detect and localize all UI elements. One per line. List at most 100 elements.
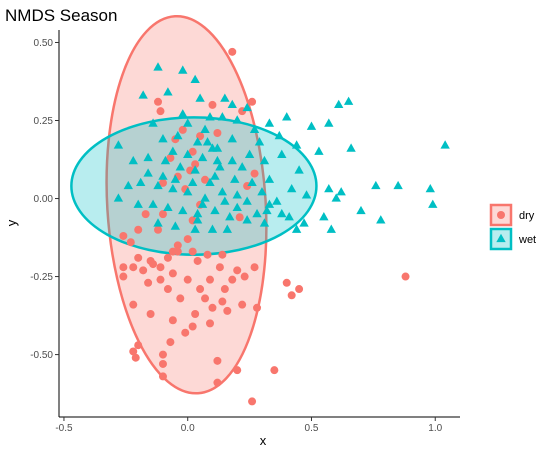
point-wet xyxy=(187,177,198,187)
point-wet xyxy=(294,165,304,174)
point-wet xyxy=(259,155,270,165)
point-wet xyxy=(113,193,124,202)
point-dry xyxy=(250,169,259,178)
point-wet xyxy=(123,180,133,190)
point-dry xyxy=(183,235,192,244)
point-wet xyxy=(264,174,275,183)
point-wet xyxy=(274,130,284,140)
point-wet xyxy=(247,177,257,187)
point-dry xyxy=(233,266,242,275)
point-wet xyxy=(284,212,294,221)
point-dry xyxy=(129,347,138,356)
point-wet xyxy=(215,162,225,171)
point-wet xyxy=(343,96,354,105)
point-dry xyxy=(205,275,214,284)
y-tick-label: 0.25 xyxy=(34,116,54,127)
point-wet xyxy=(183,118,193,127)
axes xyxy=(58,30,460,418)
ellipse-layer xyxy=(70,14,318,395)
point-wet xyxy=(376,215,386,224)
point-dry xyxy=(163,285,172,294)
point-wet xyxy=(306,121,317,130)
point-dry xyxy=(205,319,214,328)
point-wet xyxy=(277,208,287,218)
point-wet xyxy=(393,180,403,190)
point-wet xyxy=(227,99,237,109)
point-dry xyxy=(282,278,291,287)
point-dry xyxy=(220,285,229,294)
point-dry xyxy=(228,47,237,56)
point-wet xyxy=(314,146,324,155)
point-wet xyxy=(190,224,200,233)
point-dry xyxy=(188,147,197,156)
point-dry xyxy=(215,263,224,272)
point-wet xyxy=(158,171,168,180)
point-wet xyxy=(277,149,287,158)
point-wet xyxy=(207,224,218,233)
legend-marker-wet xyxy=(496,233,506,243)
point-wet xyxy=(192,215,203,224)
point-dry xyxy=(188,247,197,256)
y-axis-title: y xyxy=(4,219,19,226)
point-dry xyxy=(139,266,148,275)
point-dry xyxy=(218,297,227,306)
point-dry xyxy=(131,353,140,362)
point-dry xyxy=(158,178,167,187)
point-wet xyxy=(202,137,213,146)
point-wet xyxy=(136,177,146,187)
point-wet xyxy=(153,218,163,227)
point-dry xyxy=(240,272,249,281)
point-dry xyxy=(208,100,217,109)
point-dry xyxy=(144,278,153,287)
point-dry xyxy=(183,275,192,284)
point-dry xyxy=(201,294,210,303)
point-wet xyxy=(272,196,282,205)
legend: dry wet xyxy=(489,203,536,251)
point-dry xyxy=(176,294,185,303)
point-wet xyxy=(324,183,334,193)
point-dry xyxy=(233,366,242,375)
point-wet xyxy=(371,180,381,190)
point-wet xyxy=(168,183,178,193)
point-wet xyxy=(173,130,183,140)
point-wet xyxy=(190,74,200,84)
point-dry xyxy=(154,97,163,106)
point-wet xyxy=(163,202,173,212)
point-wet xyxy=(299,218,309,227)
point-wet xyxy=(286,183,297,193)
point-dry xyxy=(158,359,167,368)
chart-title: NMDS Season xyxy=(5,6,117,25)
point-wet xyxy=(192,208,203,218)
point-wet xyxy=(252,208,262,218)
point-dry xyxy=(166,338,175,347)
point-wet xyxy=(326,224,336,233)
point-wet xyxy=(237,162,247,171)
point-wet xyxy=(175,162,185,171)
point-wet xyxy=(242,102,252,112)
point-dry xyxy=(191,310,200,319)
point-dry xyxy=(156,275,165,284)
point-wet xyxy=(148,199,158,208)
point-wet xyxy=(205,112,215,121)
point-dry xyxy=(134,253,143,262)
point-dry xyxy=(168,269,177,278)
point-dry xyxy=(149,260,158,269)
point-wet xyxy=(291,140,302,149)
point-dry xyxy=(213,378,222,387)
point-dry xyxy=(156,107,165,116)
point-wet xyxy=(356,205,366,215)
point-wet xyxy=(168,146,178,155)
point-dry xyxy=(158,350,167,359)
point-wet xyxy=(178,65,188,74)
point-wet xyxy=(336,187,346,196)
point-wet xyxy=(242,215,252,224)
y-ticks: -0.50 -0.25 0.00 0.25 0.50 xyxy=(30,38,59,361)
point-dry xyxy=(223,306,232,315)
point-dry xyxy=(166,153,175,162)
point-wet xyxy=(195,93,205,102)
point-wet xyxy=(128,155,138,165)
point-dry xyxy=(250,263,259,272)
point-wet xyxy=(264,118,275,127)
point-wet xyxy=(192,137,203,146)
point-wet xyxy=(291,224,302,233)
